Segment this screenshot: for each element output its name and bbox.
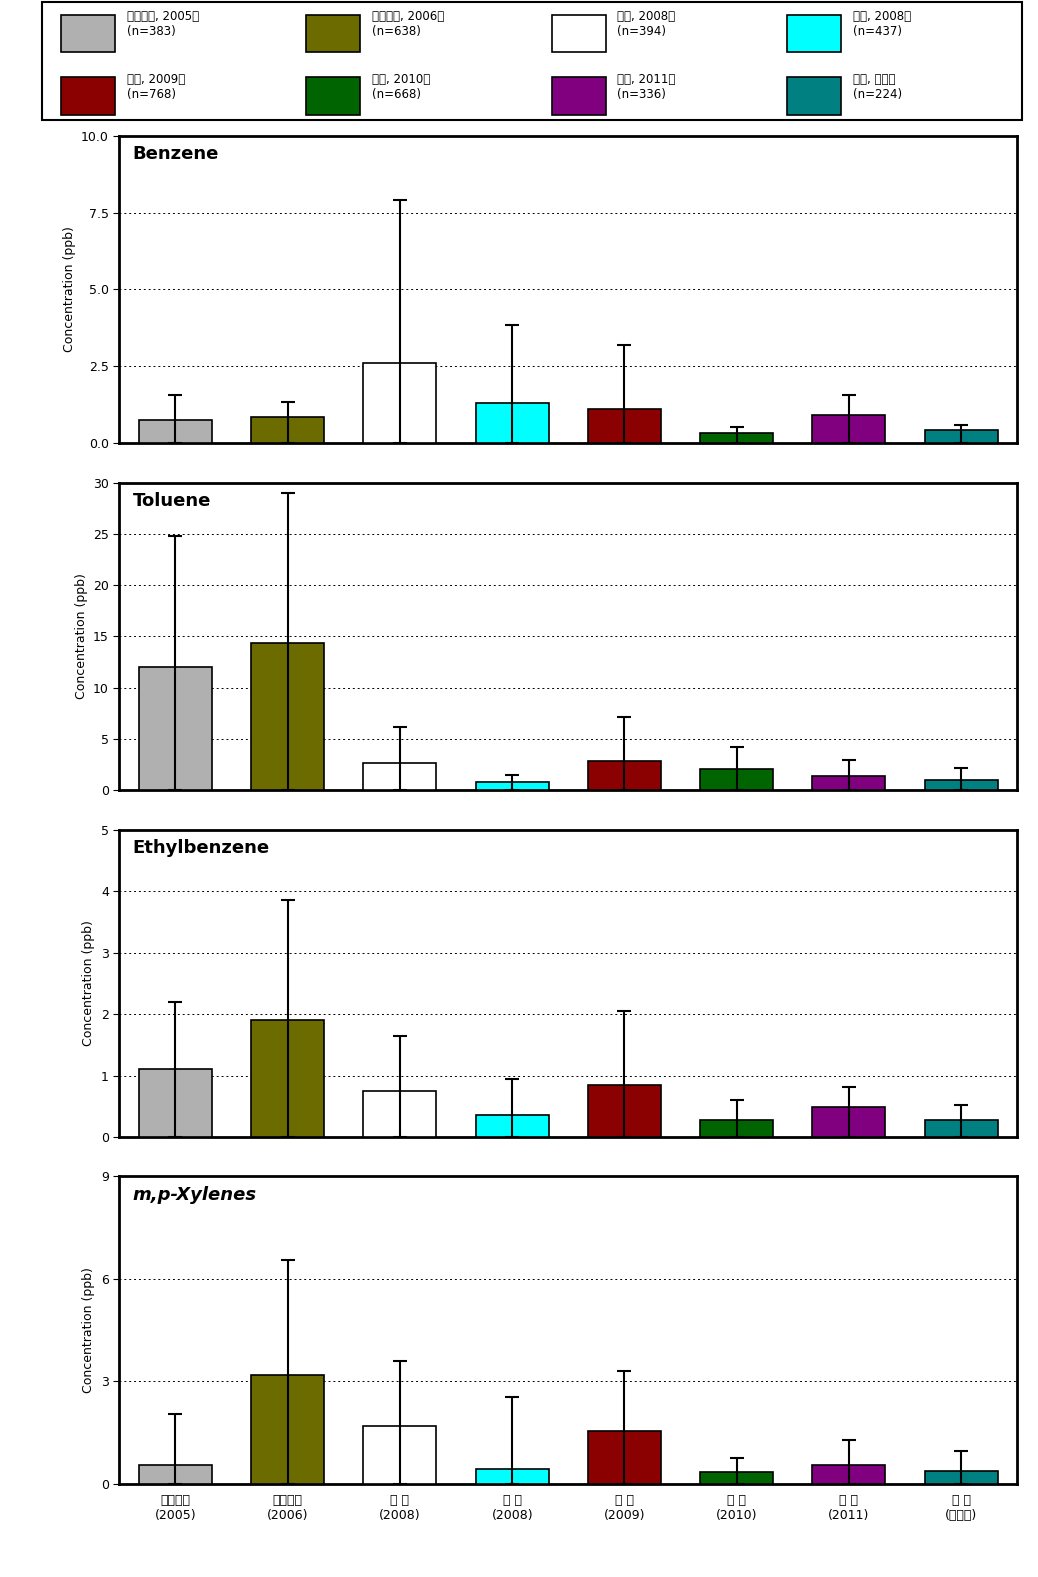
- Text: 시화반월, 2006년
(n=638): 시화반월, 2006년 (n=638): [372, 9, 444, 38]
- Text: Toluene: Toluene: [133, 492, 211, 509]
- Y-axis label: Concentration (ppb): Concentration (ppb): [75, 574, 87, 699]
- Bar: [251, 643, 324, 790]
- Bar: [61, 14, 115, 52]
- Bar: [925, 1120, 998, 1137]
- Text: 포항, 본연구
(n=224): 포항, 본연구 (n=224): [853, 73, 902, 101]
- Bar: [813, 776, 885, 790]
- Bar: [363, 1091, 436, 1137]
- Text: 여수, 2008년
(n=394): 여수, 2008년 (n=394): [618, 9, 676, 38]
- Bar: [701, 434, 773, 443]
- Bar: [475, 1115, 549, 1137]
- Bar: [363, 363, 436, 443]
- Bar: [139, 667, 212, 790]
- Bar: [251, 1375, 324, 1484]
- Bar: [701, 768, 773, 790]
- Bar: [787, 14, 841, 52]
- Text: 대산, 2011년
(n=336): 대산, 2011년 (n=336): [618, 73, 676, 101]
- Bar: [251, 1020, 324, 1137]
- Bar: [306, 14, 360, 52]
- Text: m,p-Xylenes: m,p-Xylenes: [133, 1186, 257, 1203]
- Bar: [588, 762, 661, 790]
- Bar: [306, 77, 360, 115]
- Text: 울산, 2009년
(n=768): 울산, 2009년 (n=768): [127, 73, 185, 101]
- Bar: [139, 419, 212, 443]
- Bar: [139, 1465, 212, 1484]
- Y-axis label: Concentration (ppb): Concentration (ppb): [82, 921, 95, 1046]
- Bar: [588, 1085, 661, 1137]
- Bar: [925, 781, 998, 790]
- Bar: [475, 782, 549, 790]
- Bar: [925, 1471, 998, 1484]
- Text: Benzene: Benzene: [133, 145, 219, 162]
- Bar: [251, 416, 324, 443]
- Bar: [475, 404, 549, 443]
- Bar: [701, 1120, 773, 1137]
- Bar: [588, 410, 661, 443]
- Bar: [551, 14, 605, 52]
- Bar: [787, 77, 841, 115]
- Text: 시화반월, 2005년
(n=383): 시화반월, 2005년 (n=383): [127, 9, 199, 38]
- Bar: [475, 1468, 549, 1484]
- Bar: [363, 1426, 436, 1484]
- Bar: [925, 431, 998, 443]
- Bar: [588, 1430, 661, 1484]
- Text: 구미, 2010년
(n=668): 구미, 2010년 (n=668): [372, 73, 431, 101]
- Bar: [701, 1471, 773, 1484]
- Text: 광양, 2008년
(n=437): 광양, 2008년 (n=437): [853, 9, 911, 38]
- Y-axis label: Concentration (ppb): Concentration (ppb): [62, 227, 76, 352]
- Bar: [813, 1465, 885, 1484]
- Bar: [551, 77, 605, 115]
- Bar: [139, 1069, 212, 1137]
- Bar: [813, 1107, 885, 1137]
- Bar: [61, 77, 115, 115]
- Y-axis label: Concentration (ppb): Concentration (ppb): [82, 1268, 95, 1392]
- Text: Ethylbenzene: Ethylbenzene: [133, 839, 270, 856]
- Bar: [813, 415, 885, 443]
- Bar: [363, 763, 436, 790]
